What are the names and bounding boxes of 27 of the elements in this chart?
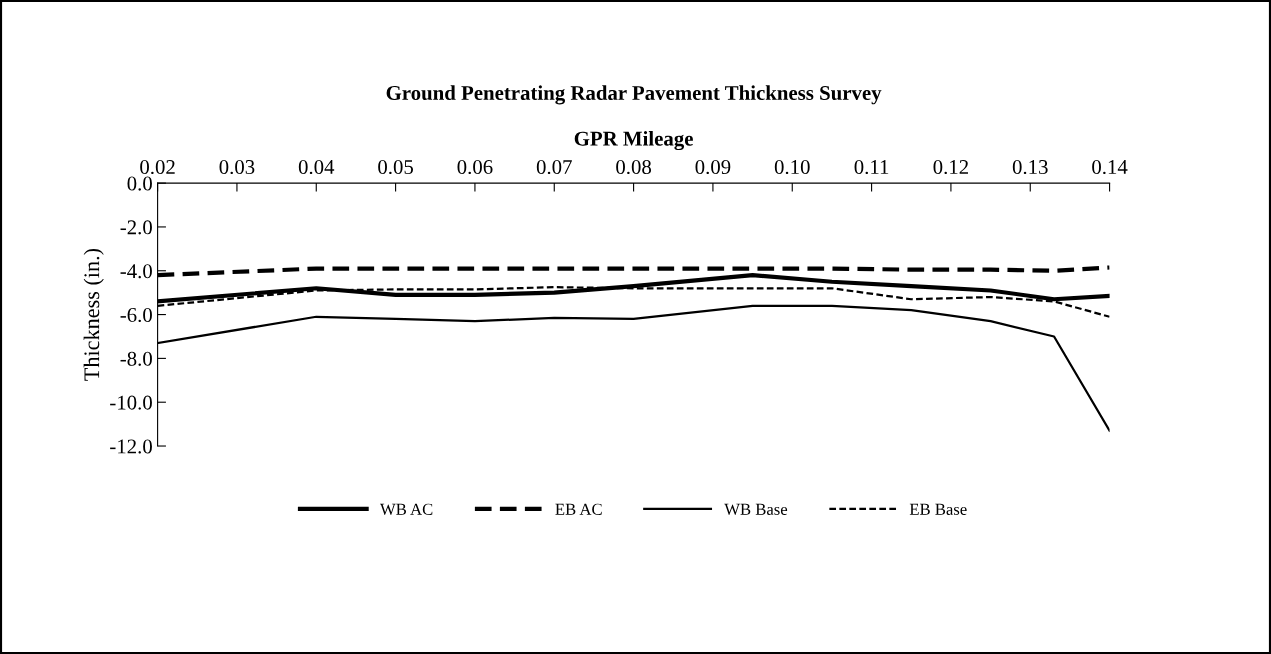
x-tick-label: 0.02 — [140, 159, 175, 175]
x-tick-label: 0.04 — [298, 159, 335, 175]
legend-label: EB AC — [555, 503, 602, 515]
legend-label: EB Base — [909, 503, 967, 515]
x-tick-label: 0.08 — [616, 159, 652, 175]
y-tick-label: -2.0 — [120, 220, 152, 235]
x-tick-label: 0.03 — [219, 159, 255, 175]
x-tick-label: 0.05 — [378, 159, 414, 175]
legend-label: WB Base — [724, 503, 788, 516]
x-tick-label: 0.14 — [1092, 159, 1128, 175]
legend-label: WB AC — [379, 503, 433, 516]
x-tick-label: 0.13 — [1012, 159, 1048, 175]
chart-title: Ground Penetrating Radar Pavement Thickness Survey — [386, 85, 882, 105]
y-tick-label: -8.0 — [120, 351, 152, 366]
x-tick-label: 0.12 — [933, 159, 968, 175]
x-tick-label: 0.06 — [457, 159, 493, 175]
y-axis-title: Thickness (in.) — [83, 248, 104, 381]
x-tick-label: 0.09 — [695, 159, 731, 175]
x-tick-label: 0.07 — [536, 159, 572, 175]
y-tick-label: -4.0 — [120, 264, 152, 279]
y-tick-label: 0.0 — [127, 176, 152, 191]
x-tick-label: 0.10 — [774, 159, 810, 175]
y-tick-label: -12.0 — [110, 439, 152, 454]
x-axis-title: GPR Mileage — [574, 131, 693, 151]
y-tick-label: -6.0 — [120, 307, 152, 323]
y-tick-label: -10.0 — [110, 395, 152, 410]
x-tick-label: 0.11 — [854, 159, 889, 175]
